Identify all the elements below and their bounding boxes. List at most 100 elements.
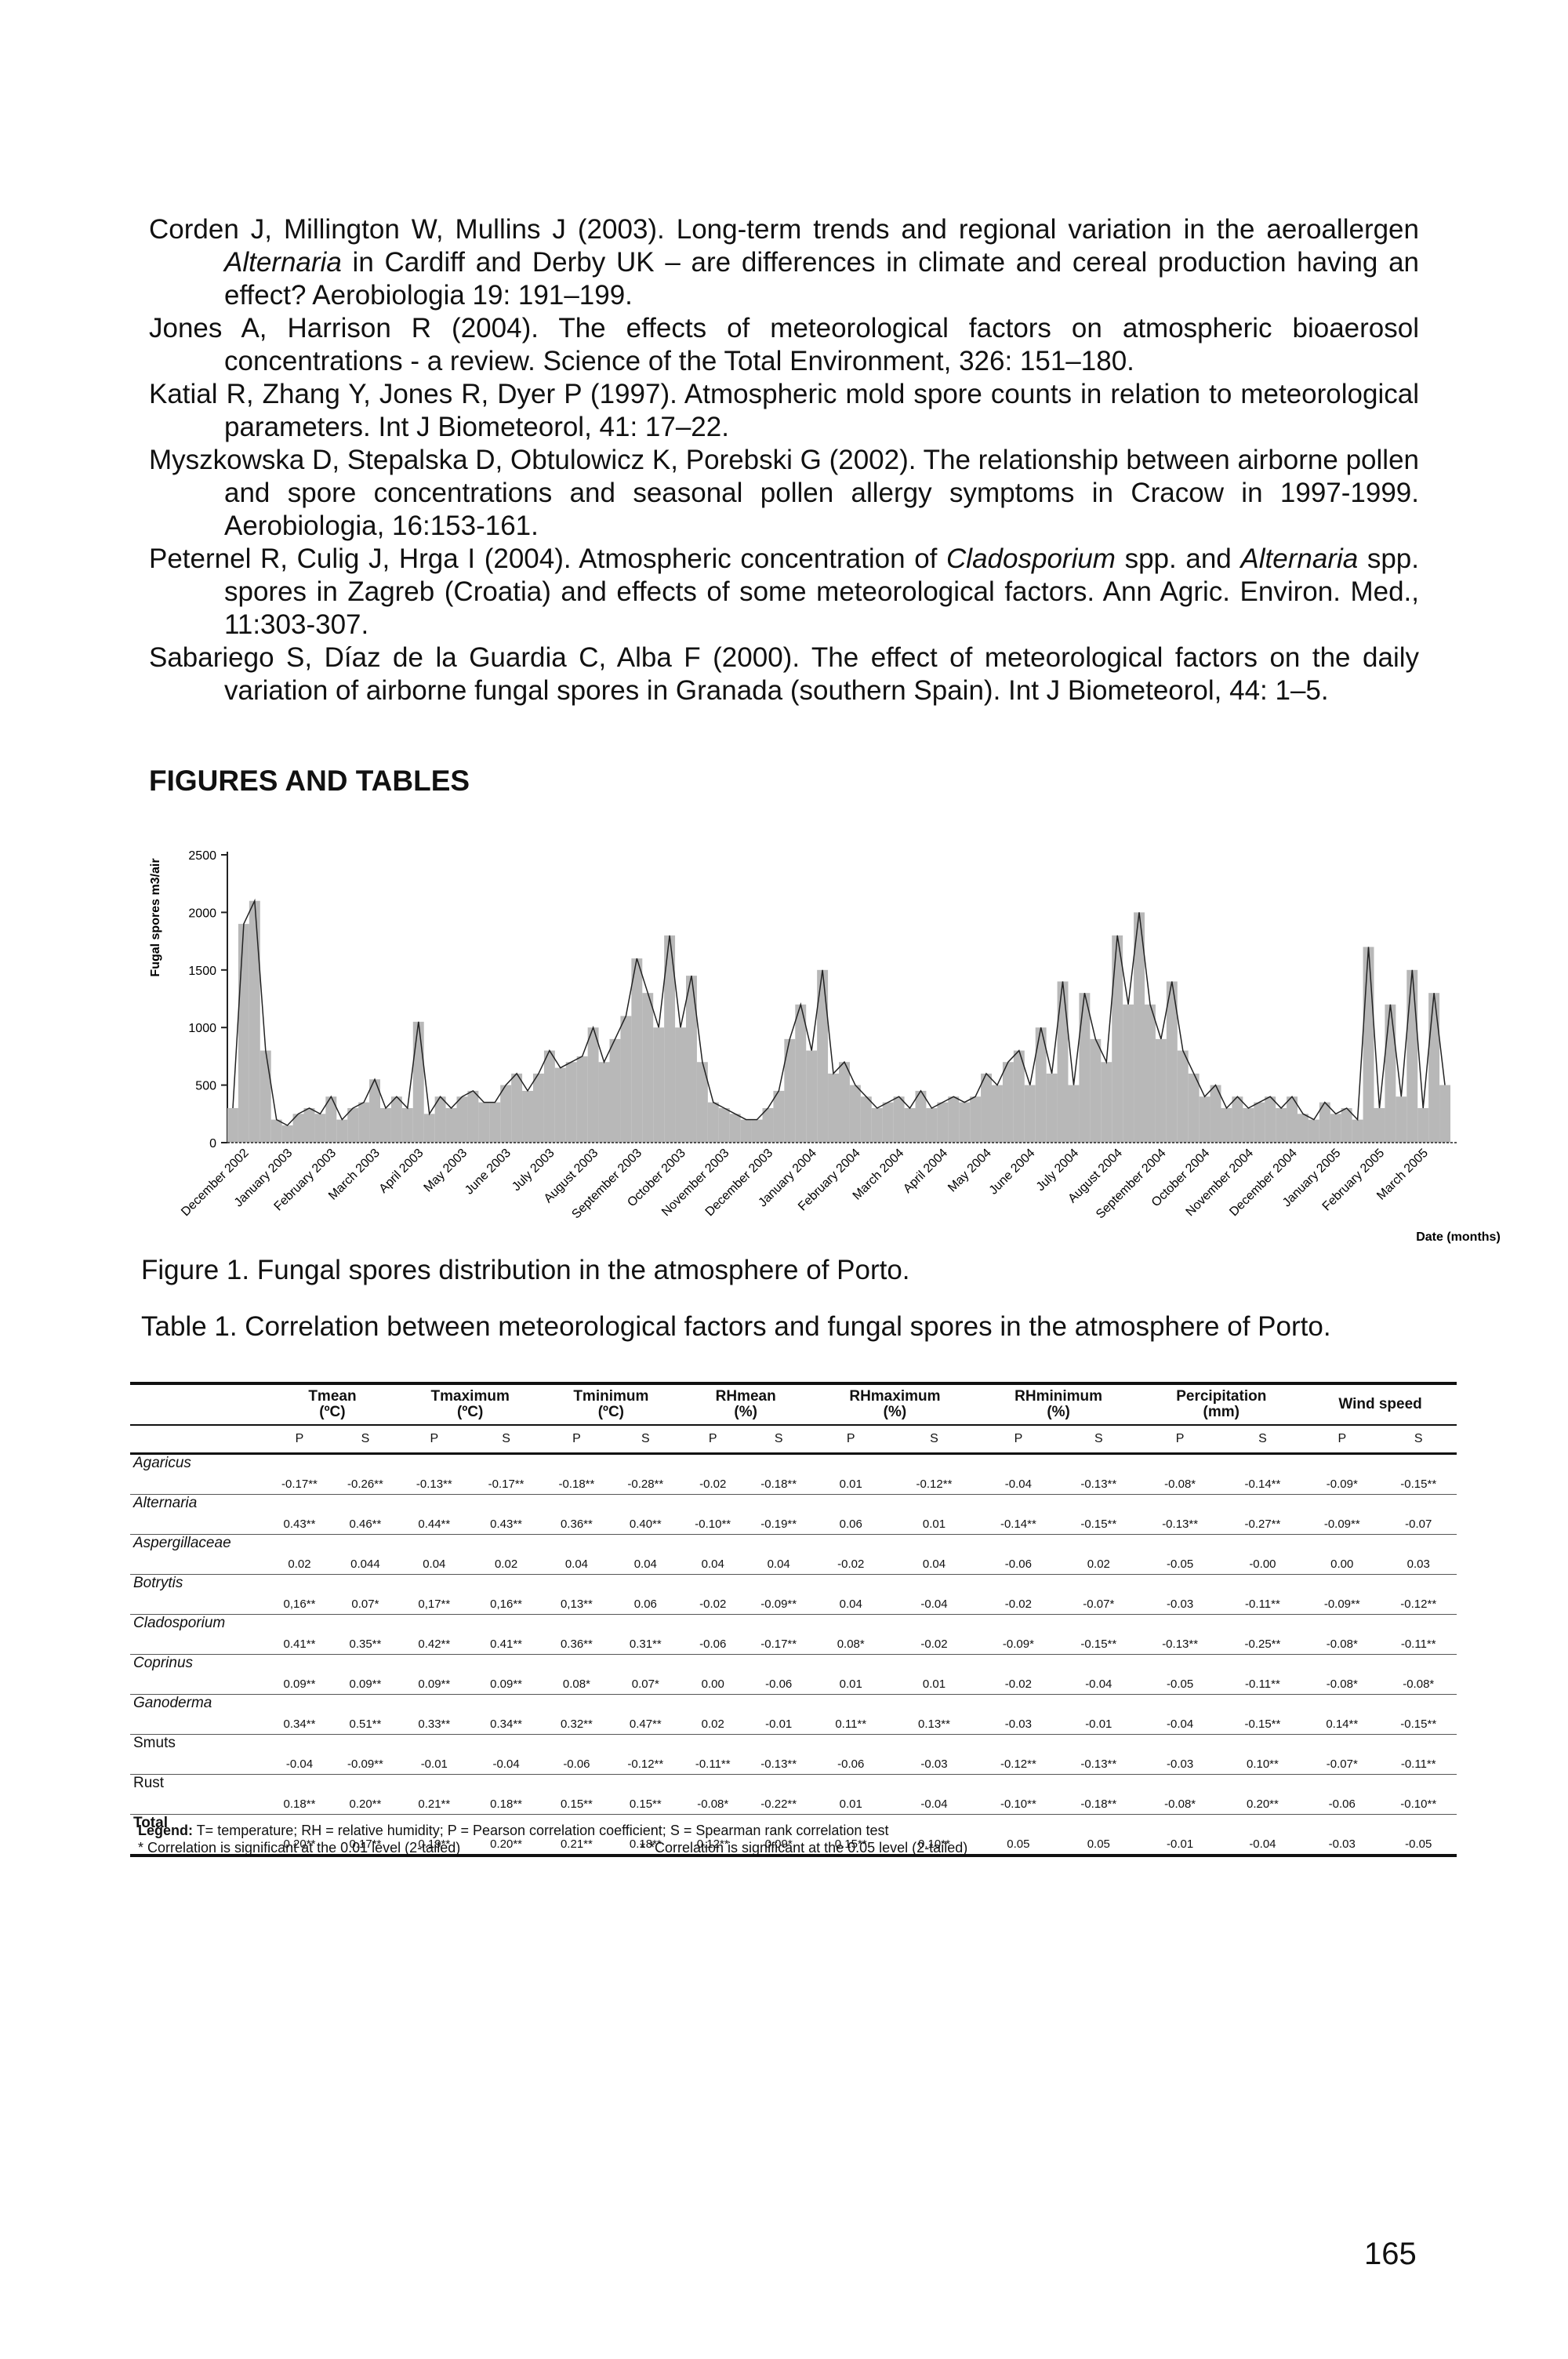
cell: 0.04 bbox=[890, 1534, 978, 1575]
cell: 0.47** bbox=[611, 1694, 681, 1735]
cell: -0.19** bbox=[746, 1494, 812, 1535]
cell: -0.06 bbox=[746, 1654, 812, 1695]
spike bbox=[587, 1027, 599, 1143]
subheader: S bbox=[1380, 1425, 1457, 1455]
cell: -0.06 bbox=[542, 1734, 612, 1775]
cell: 0.11** bbox=[811, 1694, 891, 1735]
spike bbox=[1287, 1096, 1298, 1143]
spike bbox=[1254, 1102, 1265, 1143]
spike bbox=[817, 969, 829, 1143]
subheader: P bbox=[397, 1425, 470, 1455]
spike bbox=[1145, 1004, 1156, 1143]
cell: -0.22** bbox=[746, 1774, 812, 1815]
cell: -0.09** bbox=[1304, 1574, 1381, 1615]
cell: -0.17** bbox=[267, 1453, 332, 1495]
spike bbox=[565, 1062, 577, 1143]
spike bbox=[981, 1073, 992, 1143]
cell: 0.04 bbox=[680, 1534, 746, 1575]
cell: 0.21** bbox=[397, 1774, 470, 1815]
cell: -0.07 bbox=[1380, 1494, 1457, 1535]
cell: -0.03 bbox=[978, 1694, 1059, 1735]
spike bbox=[1385, 1004, 1396, 1143]
subheader: P bbox=[978, 1425, 1059, 1455]
correlation-table: Tmean (ºC) Tmaximum (ºC) Tminimum (ºC) RHmean(… bbox=[130, 1382, 1457, 1857]
cell: -0.04 bbox=[1221, 1814, 1305, 1857]
spike bbox=[1276, 1107, 1287, 1143]
legend: Legend: T= temperature; RH = relative hu… bbox=[138, 1821, 888, 1840]
spike bbox=[1341, 1107, 1352, 1143]
cell: -0.18** bbox=[746, 1453, 812, 1495]
cell: -0.03 bbox=[1304, 1814, 1381, 1857]
y-tick-label: 500 bbox=[195, 1080, 216, 1093]
cell: 0.04 bbox=[397, 1534, 470, 1575]
cell: 0.36** bbox=[542, 1614, 612, 1655]
cell: 0.02 bbox=[1058, 1534, 1139, 1575]
table-row: Smuts -0.04 -0.09** -0.01 -0.04 -0.06 -0.12** -… bbox=[130, 1734, 1457, 1775]
group-unit: (%) bbox=[734, 1404, 757, 1420]
spike bbox=[664, 935, 676, 1143]
row-label: Botrytis bbox=[130, 1574, 267, 1615]
group-name: Wind speed bbox=[1338, 1396, 1422, 1412]
table-caption: Table 1. Correlation between meteorologi… bbox=[141, 1311, 1331, 1342]
x-tick-label: April 2004 bbox=[901, 1147, 950, 1196]
cell: 0.10** bbox=[890, 1814, 978, 1857]
reference-text: Katial R, Zhang Y, Jones R, Dyer P (1997… bbox=[149, 379, 1419, 442]
spike bbox=[543, 1050, 555, 1143]
cell: 0.06 bbox=[811, 1494, 891, 1535]
spike bbox=[511, 1073, 523, 1143]
cell: -0.15** bbox=[1058, 1494, 1139, 1535]
cell: 0.05 bbox=[1058, 1814, 1139, 1857]
spike bbox=[1396, 1096, 1407, 1143]
spike bbox=[675, 1027, 686, 1143]
cell: 0.43** bbox=[470, 1494, 543, 1535]
figure-caption: Figure 1. Fungal spores distribution in … bbox=[141, 1255, 910, 1285]
group-unit: (%) bbox=[883, 1404, 907, 1420]
reference-italic: Alternaria bbox=[224, 247, 342, 278]
row-label: Alternaria bbox=[130, 1494, 267, 1535]
table-row: Total 0.20** 0.17** 0.19** 0.20** 0.21** 0.18*… bbox=[130, 1814, 1457, 1857]
group-header: RHminimum (%) bbox=[978, 1382, 1139, 1426]
subheader: S bbox=[746, 1425, 812, 1455]
cell: -0.11** bbox=[1380, 1734, 1457, 1775]
group-header: Tmaximum (ºC) bbox=[397, 1382, 543, 1426]
cell: -0.09** bbox=[332, 1734, 398, 1775]
cell: 0.18** bbox=[267, 1774, 332, 1815]
cell: 0.02 bbox=[267, 1534, 332, 1575]
spike bbox=[467, 1090, 479, 1143]
cell: -0.02 bbox=[978, 1574, 1059, 1615]
cell: 0.06 bbox=[611, 1574, 681, 1615]
group-header-row: Tmean (ºC) Tmaximum (ºC) Tminimum (ºC) RHmean(… bbox=[130, 1382, 1457, 1426]
cell: 0.01 bbox=[890, 1654, 978, 1695]
cell: -0.27** bbox=[1221, 1494, 1305, 1535]
spike bbox=[303, 1107, 315, 1143]
table-row: Agaricus -0.17** -0.26** -0.13** -0.17** -0.1… bbox=[130, 1453, 1457, 1495]
cell: 0.21** bbox=[542, 1814, 612, 1857]
cell: 0.20** bbox=[1221, 1774, 1305, 1815]
spike bbox=[401, 1107, 413, 1143]
cell: 0.40** bbox=[611, 1494, 681, 1535]
cell: -0.12** bbox=[611, 1734, 681, 1775]
subheader: P bbox=[1304, 1425, 1381, 1455]
group-name: RHmean bbox=[715, 1388, 776, 1405]
cell: -0.09* bbox=[1304, 1453, 1381, 1495]
cell: 0.01 bbox=[811, 1774, 891, 1815]
cell: -0.05 bbox=[1380, 1814, 1457, 1857]
spike bbox=[926, 1107, 938, 1143]
group-unit: (ºC) bbox=[457, 1404, 484, 1420]
group-name: Tminimum bbox=[573, 1388, 649, 1405]
row-label: Rust bbox=[130, 1774, 267, 1815]
x-axis-title: Date (months) bbox=[1416, 1230, 1501, 1244]
subheader: P bbox=[267, 1425, 332, 1455]
cell: -0.10** bbox=[1380, 1774, 1457, 1815]
spike bbox=[1079, 993, 1091, 1143]
spike bbox=[1188, 1073, 1200, 1143]
spike bbox=[478, 1102, 490, 1143]
spike bbox=[1068, 1085, 1080, 1143]
cell: -0.02 bbox=[978, 1654, 1059, 1695]
cell: -0.01 bbox=[1058, 1694, 1139, 1735]
spike bbox=[1199, 1096, 1210, 1143]
cell: 0.15** bbox=[611, 1774, 681, 1815]
spike bbox=[325, 1096, 337, 1143]
cell: 0.51** bbox=[332, 1694, 398, 1735]
